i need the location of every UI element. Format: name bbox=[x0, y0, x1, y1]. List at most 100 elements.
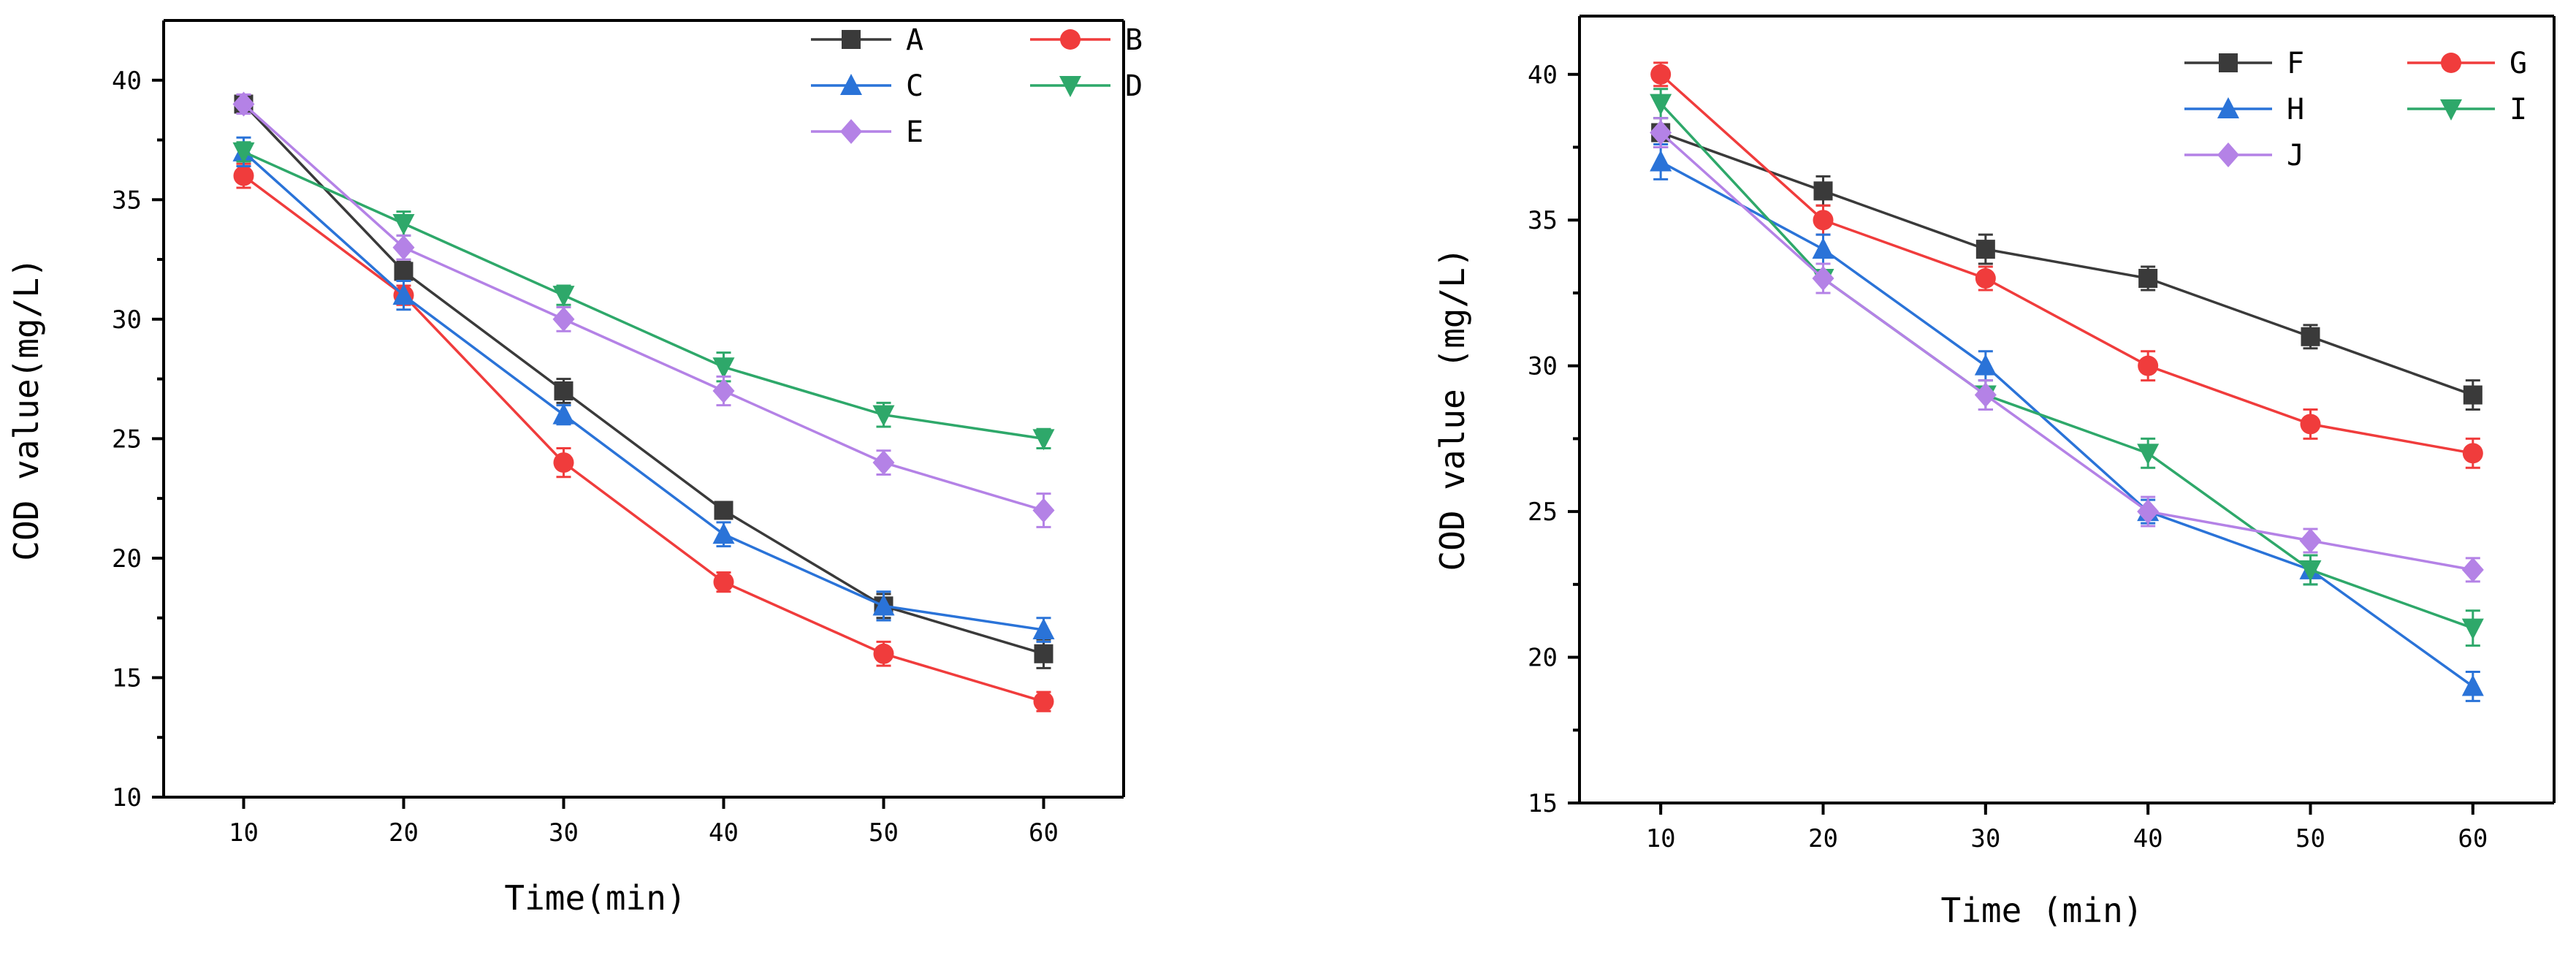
data-point bbox=[552, 306, 575, 332]
legend-item-G: G bbox=[2407, 47, 2527, 80]
data-point bbox=[392, 214, 415, 236]
legend-item-F: F bbox=[2184, 47, 2304, 80]
data-point bbox=[394, 262, 414, 281]
data-point bbox=[2462, 443, 2483, 464]
y-tick-label: 35 bbox=[112, 186, 142, 215]
legend-marker bbox=[2219, 53, 2238, 72]
legend-label: C bbox=[906, 69, 923, 103]
x-tick-label: 10 bbox=[1646, 824, 1676, 853]
left-chart: 10 20 30 40 50 60 10 15 20 25 30 35 40 Time(min) COD v… bbox=[7, 19, 1143, 918]
legend-marker bbox=[1059, 76, 1081, 97]
data-point bbox=[2300, 414, 2321, 435]
data-point bbox=[1650, 64, 1672, 85]
series-J bbox=[1650, 117, 2484, 583]
data-point bbox=[1650, 94, 1672, 115]
data-point bbox=[1033, 691, 1054, 712]
y-tick-label: 40 bbox=[1528, 61, 1558, 90]
data-point bbox=[2299, 560, 2322, 582]
data-point bbox=[872, 594, 895, 616]
data-point bbox=[2461, 618, 2484, 640]
series-line bbox=[243, 151, 1044, 441]
legend-label: E bbox=[906, 115, 923, 149]
legend-marker bbox=[840, 74, 862, 95]
data-point bbox=[1813, 181, 1833, 201]
legend-label: A bbox=[906, 23, 923, 57]
y-tick-label: 30 bbox=[1528, 352, 1558, 381]
series-A bbox=[234, 94, 1053, 669]
x-tick-label: 40 bbox=[2133, 824, 2163, 853]
data-point bbox=[713, 571, 734, 593]
data-point bbox=[232, 91, 255, 117]
data-point bbox=[1650, 120, 1672, 145]
legend-marker bbox=[840, 119, 862, 144]
data-point bbox=[1034, 644, 1053, 663]
legend-label: B bbox=[1125, 23, 1143, 57]
legend-label: G bbox=[2510, 47, 2527, 80]
series-line bbox=[1659, 73, 2474, 455]
series-D bbox=[232, 141, 1055, 451]
data-point bbox=[2299, 528, 2322, 553]
legend-marker bbox=[2217, 97, 2239, 118]
data-point bbox=[714, 500, 733, 520]
right-chart: 10 20 30 40 50 60 15 20 25 30 35 40 Time (min) COD va… bbox=[1433, 15, 2556, 930]
y-tick-label: 20 bbox=[112, 544, 142, 574]
data-point bbox=[1812, 237, 1834, 259]
x-tick-label: 50 bbox=[2295, 824, 2325, 853]
y-tick-label: 40 bbox=[112, 66, 142, 96]
series-line bbox=[243, 103, 1045, 655]
y-axis-title: COD value(mg/L) bbox=[7, 257, 46, 560]
legend: A B C D E bbox=[811, 23, 1143, 149]
data-point bbox=[872, 405, 895, 427]
data-point bbox=[2137, 444, 2160, 465]
legend-item-H: H bbox=[2184, 93, 2304, 126]
data-point bbox=[392, 283, 415, 305]
data-point bbox=[2463, 385, 2482, 405]
data-point bbox=[1974, 382, 1997, 408]
legend-marker bbox=[2440, 99, 2462, 121]
data-point bbox=[1812, 266, 1834, 291]
data-point bbox=[553, 452, 574, 473]
series-G bbox=[1650, 61, 2483, 469]
data-point bbox=[712, 522, 735, 544]
series-line bbox=[243, 103, 1045, 512]
legend-label: J bbox=[2287, 139, 2304, 172]
data-point bbox=[232, 142, 255, 164]
legend-item-C: C bbox=[811, 69, 923, 103]
data-point bbox=[1032, 618, 1055, 640]
y-tick-label: 35 bbox=[1528, 206, 1558, 235]
data-point bbox=[2461, 674, 2484, 696]
y-tick-label: 10 bbox=[112, 783, 142, 812]
data-point bbox=[552, 403, 575, 425]
x-tick-label: 30 bbox=[1970, 824, 2000, 853]
y-tick-label: 25 bbox=[112, 425, 142, 454]
data-point bbox=[712, 378, 735, 403]
y-tick-label: 15 bbox=[1528, 789, 1558, 818]
x-tick-label: 20 bbox=[1808, 824, 1838, 853]
data-point bbox=[1032, 429, 1055, 451]
data-point bbox=[233, 165, 254, 186]
data-point bbox=[873, 643, 894, 664]
legend-label: F bbox=[2287, 47, 2304, 80]
data-point bbox=[2138, 269, 2158, 288]
legend-marker bbox=[1060, 29, 1081, 50]
data-point bbox=[872, 450, 895, 476]
y-tick-label: 30 bbox=[112, 305, 142, 335]
y-axis-title: COD value (mg/L) bbox=[1433, 247, 1472, 571]
series-F bbox=[1651, 117, 2482, 411]
legend-item-J: J bbox=[2184, 139, 2304, 172]
data-point bbox=[1650, 150, 1672, 172]
data-point bbox=[2301, 327, 2320, 346]
series-line bbox=[243, 175, 1045, 703]
series-line bbox=[1659, 102, 2474, 630]
data-point bbox=[552, 286, 575, 308]
data-point bbox=[1975, 268, 1996, 289]
x-tick-label: 30 bbox=[549, 818, 579, 848]
series-line bbox=[1659, 132, 2474, 571]
x-axis-title: Time (min) bbox=[1941, 891, 2144, 930]
legend-item-B: B bbox=[1030, 23, 1143, 57]
data-point bbox=[2461, 557, 2484, 582]
series-line bbox=[1660, 131, 2474, 397]
legend-item-E: E bbox=[811, 115, 923, 149]
data-point bbox=[2137, 499, 2160, 525]
